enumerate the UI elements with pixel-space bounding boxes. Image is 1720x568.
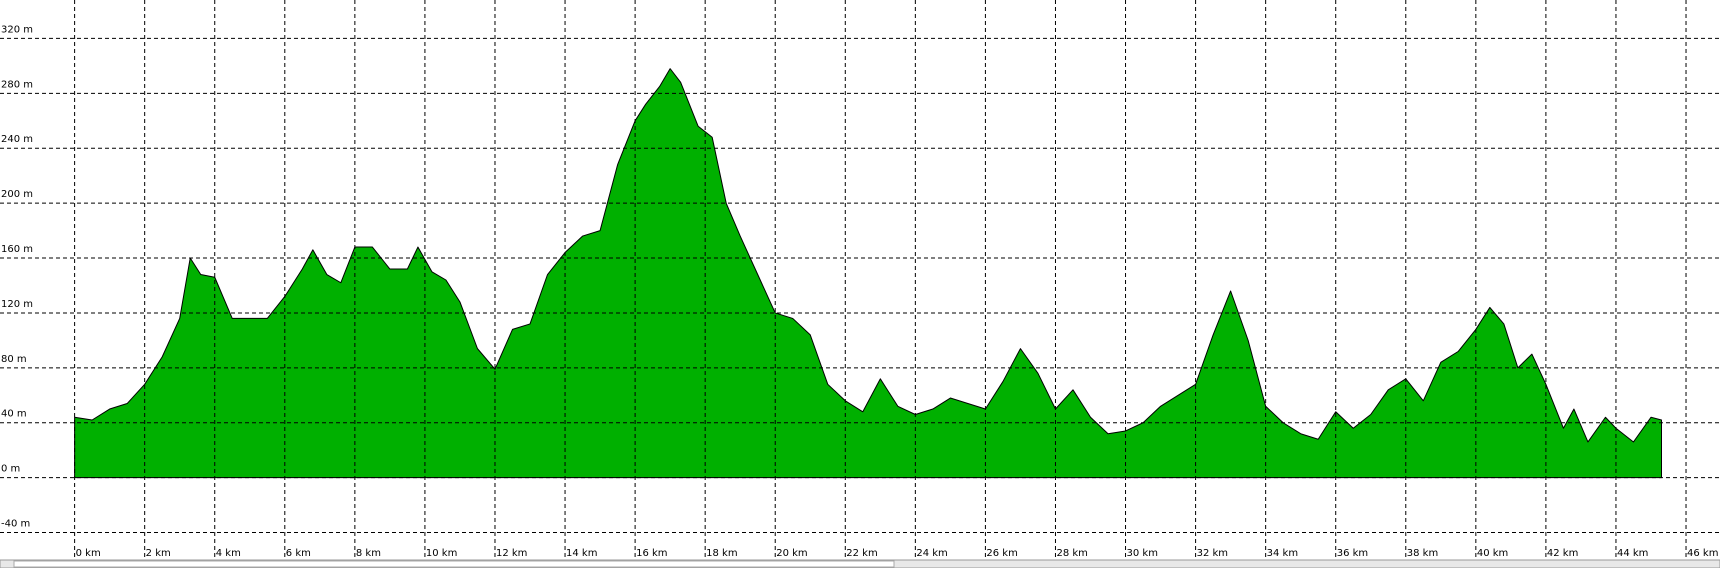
y-tick-label: 280 m (1, 79, 33, 90)
x-tick-label: 38 km (1407, 548, 1438, 559)
x-tick-label: 22 km (846, 548, 877, 559)
y-tick-label: 40 m (1, 409, 27, 420)
y-tick-label: 320 m (1, 24, 33, 35)
x-tick-label: 6 km (286, 548, 311, 559)
x-tick-label: 40 km (1477, 548, 1508, 559)
x-tick-label: 12 km (496, 548, 527, 559)
y-tick-label: 240 m (1, 134, 33, 145)
x-tick-label: 44 km (1617, 548, 1648, 559)
x-tick-label: 42 km (1547, 548, 1578, 559)
x-tick-label: 30 km (1127, 548, 1158, 559)
x-tick-label: 14 km (566, 548, 597, 559)
x-tick-label: 26 km (986, 548, 1017, 559)
x-tick-label: 4 km (216, 548, 241, 559)
y-tick-label: -40 m (1, 519, 30, 530)
x-tick-label: 34 km (1267, 548, 1298, 559)
x-tick-label: 36 km (1337, 548, 1368, 559)
y-tick-label: 0 m (1, 464, 20, 475)
y-tick-label: 200 m (1, 189, 33, 200)
y-tick-label: 120 m (1, 299, 33, 310)
x-tick-label: 18 km (706, 548, 737, 559)
x-tick-label: 32 km (1197, 548, 1228, 559)
x-tick-label: 46 km (1687, 548, 1718, 559)
y-tick-label: 160 m (1, 244, 33, 255)
x-tick-label: 0 km (76, 548, 101, 559)
elevation-area (74, 68, 1662, 479)
x-tick-label: 8 km (356, 548, 381, 559)
x-tick-label: 2 km (146, 548, 171, 559)
y-tick-label: 80 m (1, 354, 27, 365)
scroll-thumb[interactable] (13, 560, 895, 568)
x-tick-label: 10 km (426, 548, 457, 559)
x-tick-label: 20 km (776, 548, 807, 559)
x-tick-label: 24 km (916, 548, 947, 559)
x-tick-label: 16 km (636, 548, 667, 559)
x-tick-label: 28 km (1056, 548, 1087, 559)
